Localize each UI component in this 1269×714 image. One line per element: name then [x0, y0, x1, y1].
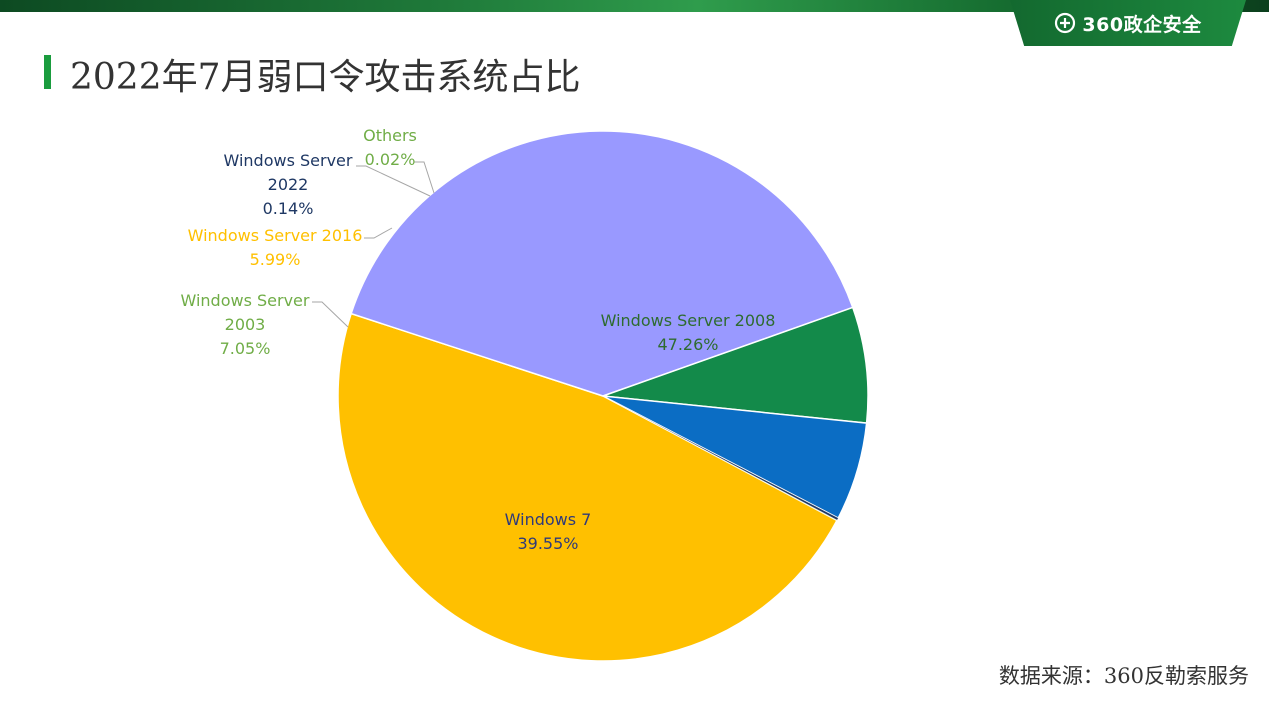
- slice-name-label: Windows 7: [505, 510, 592, 529]
- leader-line: [414, 161, 435, 194]
- data-label-windows-server-2016: Windows Server 2016 5.99%: [188, 226, 393, 269]
- data-source-note: 数据来源：360反勒索服务: [998, 664, 1249, 688]
- pie-slice-windows-server-2008: [337, 312, 838, 662]
- slice-name-label: 2022: [268, 175, 309, 194]
- title-accent-bar: [44, 55, 51, 89]
- leader-line: [356, 165, 431, 197]
- leader-line: [364, 227, 393, 239]
- slice-percent-label: 0.02%: [365, 150, 416, 169]
- slice-name-label: Windows Server: [181, 291, 310, 310]
- slice-name-label: 2003: [225, 315, 266, 334]
- slice-percent-label: 39.55%: [517, 534, 578, 553]
- pie-slice-others: [602, 395, 838, 521]
- top-decor-bar: [0, 0, 1269, 12]
- slice-name-label: Windows Server: [224, 151, 353, 170]
- plus-circle-icon: [1055, 12, 1076, 34]
- pie-slice-windows-7: [350, 130, 854, 397]
- brand-logo: 360政企安全: [1010, 0, 1246, 46]
- leader-line: [312, 301, 349, 328]
- slice-percent-label: 7.05%: [220, 339, 271, 358]
- slice-name-label: Others: [363, 126, 417, 145]
- slice-percent-label: 5.99%: [250, 250, 301, 269]
- data-label-windows-server-2003: Windows Server 2003 7.05%: [181, 291, 349, 358]
- data-label-windows-server-2008: Windows Server 2008 47.26%: [601, 311, 776, 354]
- page-title: 2022年7月弱口令攻击系统占比: [70, 57, 581, 98]
- slice-name-label: Windows Server 2016: [188, 226, 363, 245]
- slice-name-label: Windows Server 2008: [601, 311, 776, 330]
- slice-percent-label: 0.14%: [263, 199, 314, 218]
- brand-text: 360政企安全: [1082, 13, 1202, 36]
- data-label-windows-server-2022: Windows Server 2022 0.14%: [224, 151, 431, 218]
- data-label-windows-7: Windows 7 39.55%: [505, 510, 592, 553]
- pie-slice-windows-server-2003: [602, 306, 869, 424]
- data-label-others: Others 0.02%: [363, 126, 435, 194]
- slice-percent-label: 47.26%: [657, 335, 718, 354]
